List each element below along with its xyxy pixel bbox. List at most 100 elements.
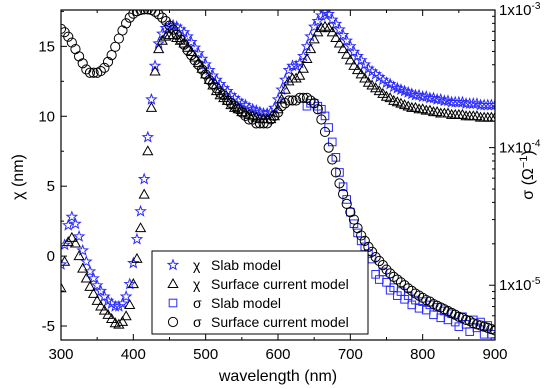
data-point — [399, 280, 410, 291]
data-point — [160, 30, 172, 41]
data-point — [470, 97, 484, 110]
data-point — [134, 222, 147, 233]
data-point — [119, 290, 133, 303]
data-point — [130, 232, 144, 245]
legend-symbol: χ — [193, 276, 201, 292]
x-tick-label: 400 — [121, 346, 146, 363]
data-point — [90, 278, 104, 291]
data-point — [387, 80, 401, 93]
data-point — [98, 304, 111, 315]
data-point — [327, 154, 338, 165]
data-point — [398, 84, 411, 97]
legend-entry: χ Slab model — [166, 257, 281, 273]
data-point — [301, 52, 313, 63]
data-point — [297, 62, 309, 73]
data-point — [73, 250, 85, 261]
data-point — [416, 90, 429, 103]
data-point — [427, 91, 440, 104]
data-point — [94, 284, 108, 297]
data-point — [335, 168, 344, 177]
data-point — [137, 172, 151, 185]
data-point — [108, 299, 122, 312]
data-point — [69, 237, 82, 248]
data-point — [131, 10, 143, 17]
data-point — [489, 111, 495, 122]
legend-box — [151, 250, 369, 335]
data-point — [138, 188, 150, 199]
data-point — [139, 10, 150, 15]
data-point — [269, 110, 280, 122]
data-point — [157, 12, 168, 23]
data-point — [329, 17, 343, 30]
data-point — [336, 28, 350, 41]
data-point — [95, 65, 106, 77]
data-point — [178, 39, 190, 50]
data-point — [294, 69, 306, 80]
data-point — [81, 64, 92, 75]
data-point — [341, 198, 352, 209]
legend-marker — [168, 298, 178, 308]
data-point — [229, 101, 240, 112]
data-point — [77, 262, 89, 273]
y-axis-right-title-close: ) — [520, 150, 537, 155]
data-point — [283, 75, 295, 86]
data-point — [135, 10, 146, 16]
data-point — [61, 257, 68, 270]
data-point — [77, 58, 88, 69]
data-point — [80, 272, 92, 283]
data-point — [168, 24, 179, 35]
data-point — [338, 188, 349, 200]
data-point — [395, 277, 407, 288]
data-point — [279, 83, 291, 94]
data-point — [69, 217, 82, 230]
data-point — [61, 238, 71, 251]
data-point — [117, 25, 128, 36]
data-point — [265, 114, 276, 125]
y-right-tick-label: 1x10-5 — [499, 276, 541, 294]
data-point — [272, 107, 284, 118]
data-point — [210, 85, 223, 96]
legend-label: Slab model — [211, 295, 281, 311]
x-tick-label: 500 — [193, 346, 218, 363]
data-point — [215, 87, 226, 98]
data-point — [84, 67, 96, 78]
y-axis-right-title-exp: −1 — [518, 156, 530, 169]
x-tick-label: 600 — [265, 346, 290, 363]
data-point — [344, 39, 357, 52]
data-point — [348, 214, 360, 225]
data-point — [63, 31, 74, 42]
data-point — [88, 67, 99, 78]
data-point — [382, 278, 391, 287]
data-point — [344, 54, 356, 65]
y-axis-left-title: χ (nm) — [10, 154, 27, 200]
legend-symbol: σ — [193, 295, 202, 311]
data-point — [466, 97, 480, 110]
data-point — [186, 50, 197, 61]
data-point — [320, 111, 330, 121]
data-point — [196, 64, 208, 75]
data-point — [87, 287, 100, 298]
data-point — [304, 43, 317, 54]
data-point — [378, 267, 388, 277]
y-axis-right-title: σ (Ω−1) — [518, 150, 537, 199]
data-point — [233, 104, 244, 115]
data-point — [283, 95, 294, 106]
x-tick-label: 700 — [338, 346, 363, 363]
data-point — [405, 87, 419, 100]
data-point — [330, 167, 341, 178]
data-point — [333, 37, 346, 48]
data-point — [142, 10, 153, 15]
data-point — [341, 48, 353, 59]
data-point — [392, 274, 403, 285]
legend: χ Slab model χ Surface current model σ Slab m… — [151, 250, 369, 335]
data-point — [87, 271, 100, 284]
data-point — [319, 126, 331, 138]
x-tick-label: 900 — [482, 346, 507, 363]
data-point — [403, 283, 414, 294]
y-axis-right-title-base: σ (Ω — [520, 168, 537, 200]
series-4 — [61, 10, 495, 336]
data-point — [116, 297, 129, 310]
data-point — [225, 98, 237, 109]
data-point — [145, 92, 158, 105]
data-point — [124, 299, 136, 310]
